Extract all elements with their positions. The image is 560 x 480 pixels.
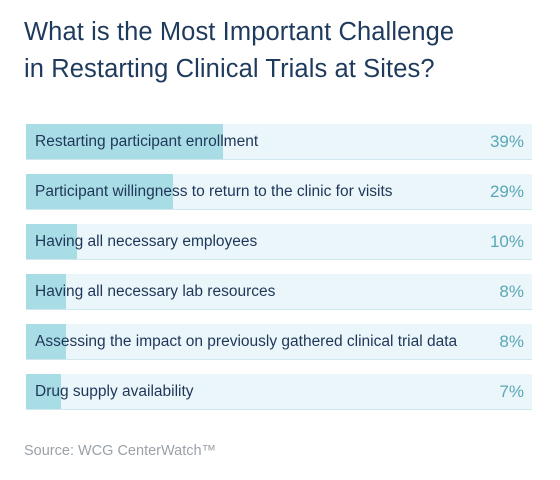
bar-row: Having all necessary lab resources 8% <box>26 274 532 310</box>
source-note: Source: WCG CenterWatch™ <box>24 443 217 459</box>
bar-label: Assessing the impact on previously gathe… <box>35 333 458 350</box>
bar-row: Assessing the impact on previously gathe… <box>26 324 532 360</box>
bar-label: Having all necessary lab resources <box>35 283 276 300</box>
chart-title: What is the Most Important Challenge in … <box>24 14 544 88</box>
bar-list: Restarting participant enrollment 39% Part… <box>26 124 532 424</box>
bar-row: Having all necessary employees 10% <box>26 224 532 260</box>
bar-value-label: 29% <box>489 182 524 201</box>
bar-value-label: 10% <box>489 232 524 251</box>
bar-row: Restarting participant enrollment 39% <box>26 124 532 160</box>
chart-title-line-1: What is the Most Important Challenge <box>24 18 455 46</box>
bar-value-label: 39% <box>489 132 524 151</box>
bar-fill <box>26 174 173 209</box>
bar-fill <box>26 374 61 409</box>
bar-fill <box>26 124 223 159</box>
bar-label: Drug supply availability <box>35 383 194 400</box>
bar-row: Drug supply availability 7% <box>26 374 532 410</box>
bar-value-label: 8% <box>499 282 524 301</box>
bar-fill <box>26 324 66 359</box>
bar-row: Participant willingness to return to the… <box>26 174 532 210</box>
bar-value-label: 7% <box>499 382 524 401</box>
bar-label: Restarting participant enrollment <box>35 133 259 150</box>
bar-fill <box>26 224 77 259</box>
bar-value-label: 8% <box>499 332 524 351</box>
chart-title-line-2: in Restarting Clinical Trials at Sites? <box>24 55 435 83</box>
bar-fill <box>26 274 66 309</box>
bar-label: Participant willingness to return to the… <box>35 183 393 200</box>
bar-label: Having all necessary employees <box>35 233 258 250</box>
